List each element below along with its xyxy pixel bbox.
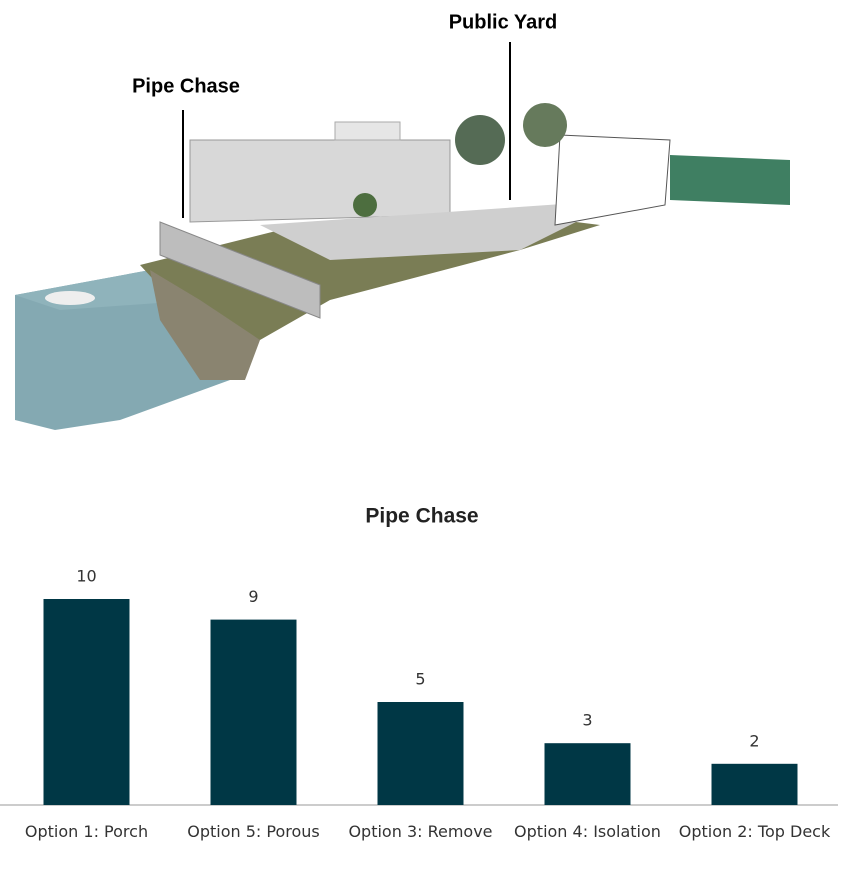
bar	[210, 619, 297, 805]
callout-label: Pipe Chase	[132, 75, 240, 97]
bar	[711, 763, 798, 805]
x-tick-label: Option 2: Top Deck	[678, 822, 831, 841]
x-tick-label: Option 3: Remove	[348, 822, 493, 841]
value-label: 3	[582, 711, 592, 730]
x-tick-label: Option 1: Porch	[24, 822, 149, 841]
value-label: 10	[76, 567, 96, 586]
x-tick-label: Option 4: Isolation	[514, 822, 661, 841]
bar	[43, 599, 130, 805]
bar	[377, 702, 464, 805]
chart-title: Pipe Chase	[365, 505, 478, 528]
value-label: 9	[248, 587, 258, 606]
callout-label: Public Yard	[449, 11, 558, 33]
value-label: 5	[415, 670, 425, 689]
illustration: Pipe Chase Public Yard	[15, 11, 790, 430]
bar	[544, 743, 631, 805]
value-label: 2	[749, 731, 759, 750]
x-tick-label: Option 5: Porous	[187, 822, 320, 841]
